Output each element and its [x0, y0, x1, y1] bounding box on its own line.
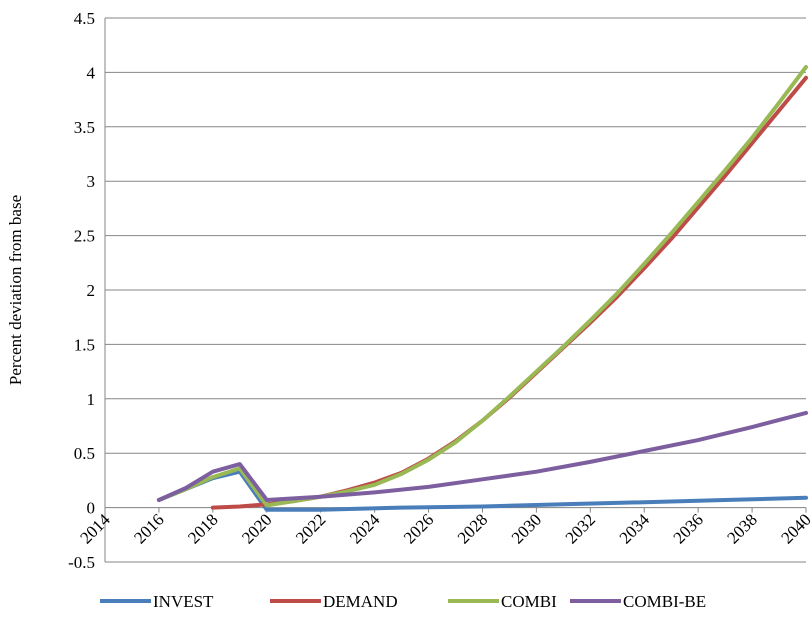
x-tick-label: 2040	[777, 510, 812, 547]
x-tick-label: 2038	[723, 510, 760, 547]
y-tick-label: 2.5	[74, 227, 95, 246]
x-tick-label: 2016	[130, 510, 167, 547]
x-tick-label: 2018	[184, 510, 221, 547]
series-line-combi-be	[156, 410, 808, 502]
x-tick-label: 2020	[238, 510, 275, 547]
y-tick-label: 1.5	[74, 335, 95, 354]
x-tick-label: 2034	[616, 510, 654, 548]
y-tick-label: 1	[87, 390, 96, 409]
x-tick-label: 2030	[508, 510, 545, 547]
y-tick-label: 4	[87, 63, 96, 82]
y-tick-label: 3	[87, 172, 96, 191]
series-lines	[156, 65, 808, 512]
y-tick-label: 0	[87, 499, 96, 518]
y-axis-title: Percent deviation from base	[6, 195, 25, 385]
series-line-demand	[210, 75, 808, 510]
y-axis-ticks: -0.5 0 0.5 1 1.5 2 2.5 3 3.5 4 4.5	[68, 9, 95, 572]
legend-label-combi-be: COMBI-BE	[623, 592, 706, 611]
legend-label-invest: INVEST	[153, 592, 214, 611]
x-tick-label: 2014	[76, 510, 114, 548]
legend-label-combi: COMBI	[501, 592, 557, 611]
series-line-combi	[156, 65, 808, 508]
legend: INVEST DEMAND COMBI COMBI-BE	[100, 592, 706, 611]
x-tick-label: 2024	[346, 510, 384, 548]
x-tick-label: 2036	[670, 510, 707, 547]
y-tick-label: -0.5	[68, 553, 95, 572]
x-axis-ticks: 2014 2016 2018 2020 2022 2024 2026 2028 2030 2032…	[76, 507, 812, 548]
y-tick-label: 3.5	[74, 118, 95, 137]
x-tick-label: 2032	[562, 510, 599, 547]
x-tick-label: 2026	[400, 510, 437, 547]
x-tick-label: 2022	[292, 510, 329, 547]
x-tick-label: 2028	[454, 510, 491, 547]
y-tick-label: 4.5	[74, 9, 95, 28]
y-tick-label: 2	[87, 281, 96, 300]
y-tick-label: 0.5	[74, 444, 95, 463]
legend-label-demand: DEMAND	[323, 592, 398, 611]
